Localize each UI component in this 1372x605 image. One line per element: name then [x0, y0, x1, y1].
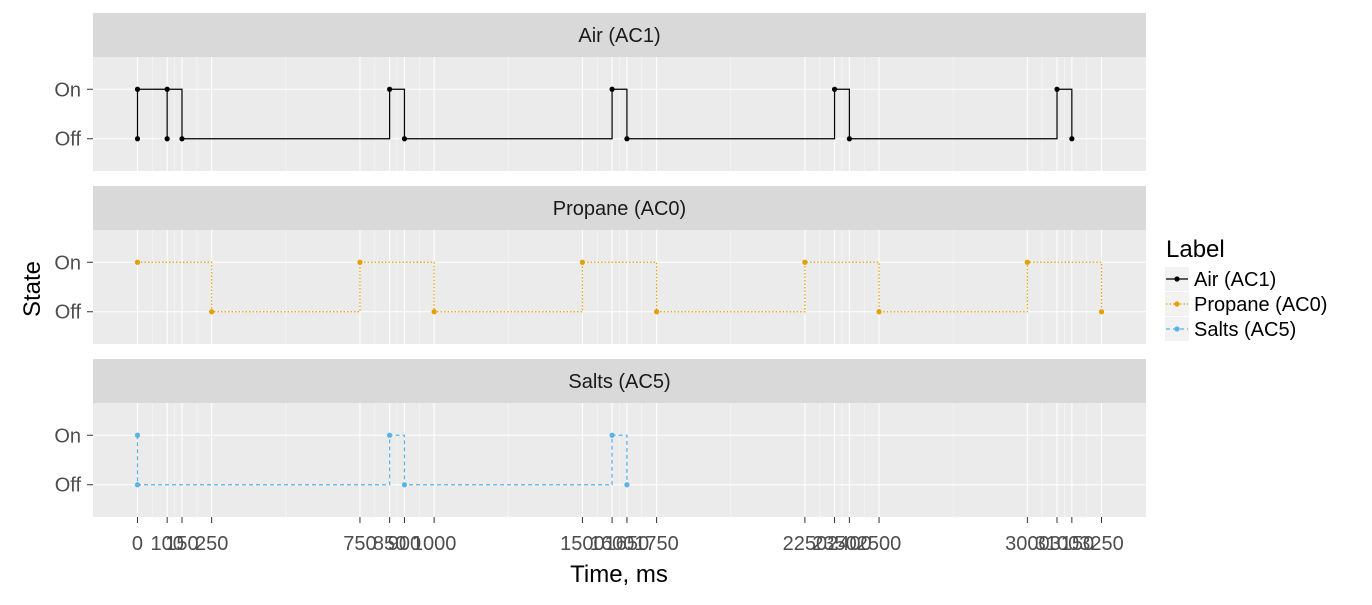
x-tick-label: 0 — [132, 533, 143, 555]
x-tick-label: 900 — [388, 533, 421, 555]
series-line — [136, 434, 628, 486]
x-axis-title: Time, ms — [570, 561, 668, 588]
data-point — [579, 259, 586, 265]
data-point — [134, 259, 141, 265]
y-tick-label: Off — [55, 302, 82, 324]
data-point — [1054, 86, 1060, 92]
panel-title: Air (AC1) — [578, 25, 660, 47]
x-tick-label: 3000 — [1005, 533, 1050, 555]
data-point — [209, 309, 215, 315]
data-point — [846, 136, 852, 142]
x-tick-label: 3250 — [1079, 533, 1124, 555]
legend-items: Air (AC1) Propane (AC0) Salts (AC5) — [1165, 267, 1327, 341]
data-point — [387, 432, 393, 438]
legend-key-point — [1174, 326, 1180, 332]
data-point — [624, 136, 630, 142]
x-tick-label: 1600 — [590, 533, 635, 555]
y-tick-label: Off — [55, 129, 82, 151]
y-tick-label: On — [54, 252, 81, 274]
data-point — [431, 309, 437, 315]
series-line — [136, 88, 1073, 140]
data-point — [164, 136, 170, 142]
x-tick-label: 2400 — [827, 533, 872, 555]
data-point — [401, 482, 408, 488]
x-tick-label: 1750 — [634, 533, 679, 555]
data-point — [876, 309, 882, 315]
data-point — [653, 309, 660, 315]
x-tick-label: 850 — [373, 533, 406, 555]
x-tick-label: 2500 — [857, 533, 902, 555]
data-point — [357, 259, 363, 265]
panel-2: Propane (AC0) Off On — [54, 186, 1146, 344]
data-point — [624, 482, 630, 488]
series-line — [137, 261, 1103, 313]
data-point — [609, 432, 615, 438]
x-tick-label: 3150 — [1050, 533, 1095, 555]
data-point — [387, 86, 393, 92]
data-point — [134, 482, 141, 488]
x-tick-label: 1650 — [605, 533, 650, 555]
panel-title: Propane (AC0) — [553, 198, 686, 220]
x-tick-label: 250 — [195, 533, 228, 555]
x-tick-label: 3100 — [1035, 533, 1080, 555]
data-point — [1098, 309, 1105, 315]
data-point — [831, 86, 838, 92]
x-tick-label: 100 — [150, 533, 183, 555]
y-tick-label: On — [54, 79, 81, 101]
legend: Label Air (AC1) Propane (AC0) Salts (AC5) — [1165, 236, 1327, 341]
panel-3: Salts (AC5) Off On — [54, 359, 1146, 517]
x-tick-label: 2250 — [783, 533, 828, 555]
x-tick-label: 750 — [343, 533, 376, 555]
y-tick-label: On — [54, 425, 81, 447]
y-tick-label: Off — [55, 475, 82, 497]
data-point — [401, 136, 408, 142]
legend-label: Propane (AC0) — [1194, 294, 1327, 316]
legend-item: Air (AC1) — [1165, 267, 1276, 291]
legend-key-point — [1174, 276, 1180, 282]
panel-strip — [93, 186, 1146, 230]
panel-1: Air (AC1) Off On — [54, 13, 1146, 171]
data-point — [179, 136, 185, 142]
x-tick-label: 150 — [165, 533, 198, 555]
x-tick-label: 1000 — [412, 533, 457, 555]
panel-title: Salts (AC5) — [568, 371, 670, 393]
data-point — [802, 259, 808, 265]
panel-strip — [93, 359, 1146, 403]
x-tick-label: 1500 — [560, 533, 605, 555]
data-point — [164, 86, 170, 92]
data-point — [134, 432, 141, 438]
y-axis-title: State — [19, 261, 46, 317]
data-point — [1069, 136, 1075, 142]
legend-label: Air (AC1) — [1194, 269, 1276, 291]
legend-item: Salts (AC5) — [1165, 317, 1296, 341]
data-point — [1024, 259, 1030, 265]
data-point — [609, 86, 615, 92]
data-point — [134, 86, 141, 92]
legend-title: Label — [1166, 236, 1225, 263]
x-tick-label: 2350 — [812, 533, 857, 555]
data-point — [134, 136, 141, 142]
legend-item: Propane (AC0) — [1165, 292, 1327, 316]
panel-strip — [93, 13, 1146, 57]
legend-key-point — [1174, 301, 1180, 307]
legend-label: Salts (AC5) — [1194, 319, 1296, 341]
